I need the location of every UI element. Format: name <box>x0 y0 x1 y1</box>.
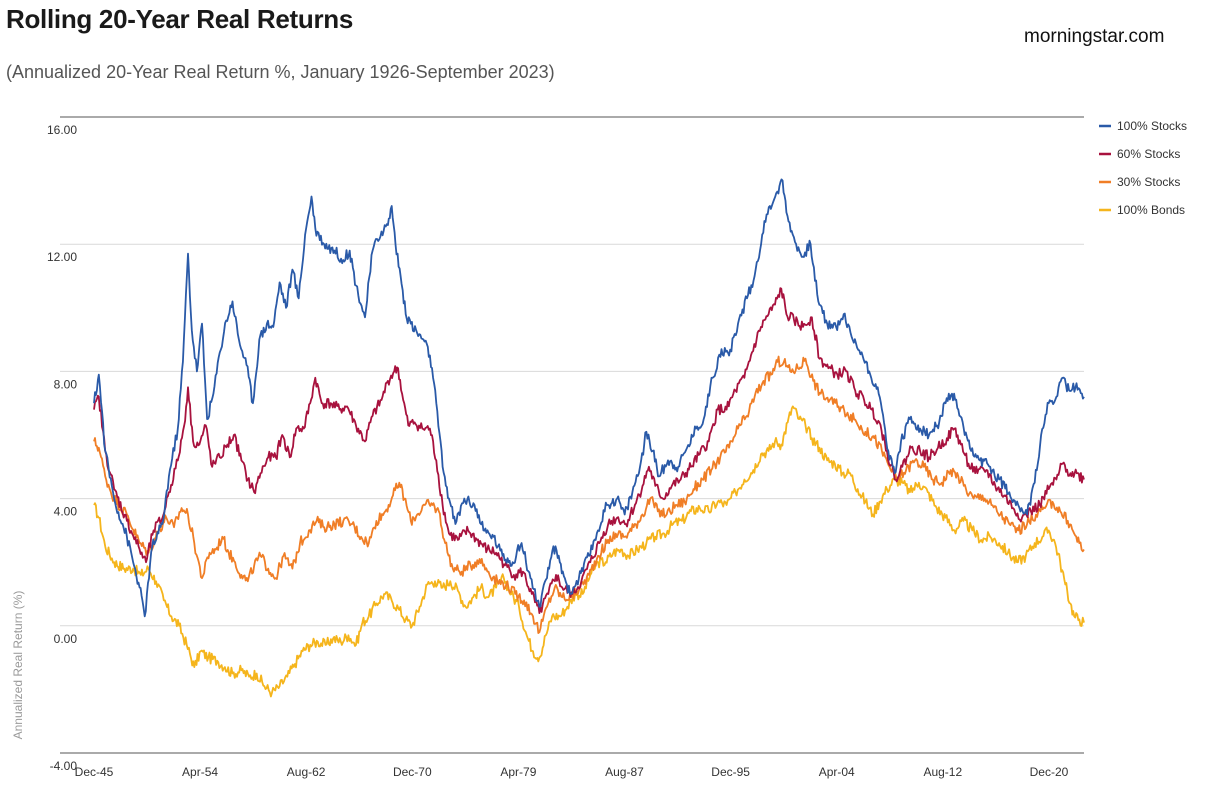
gridlines <box>60 116 1084 754</box>
x-tick-label: Aug-12 <box>923 765 962 779</box>
x-tick-label: Aug-62 <box>287 765 326 779</box>
y-tick-label: 16.00 <box>47 123 77 137</box>
x-axis-ticks: Dec-45 Apr-54 Aug-62 Dec-70 Apr-79 Aug-87 Dec-… <box>75 765 1069 779</box>
x-tick-label: Aug-87 <box>605 765 644 779</box>
series-line <box>93 178 1085 618</box>
x-tick-label: Dec-45 <box>75 765 114 779</box>
x-tick-label: Apr-04 <box>819 765 855 779</box>
brand-label: morningstar.com <box>1024 26 1165 47</box>
chart-subtitle: (Annualized 20-Year Real Return %, Janua… <box>6 62 555 82</box>
legend-label: 100% Bonds <box>1117 203 1185 217</box>
series-lines <box>93 178 1085 698</box>
y-tick-label: 4.00 <box>54 505 78 519</box>
x-tick-label: Dec-70 <box>393 765 432 779</box>
chart-title: Rolling 20-Year Real Returns <box>6 4 354 34</box>
legend-label: 100% Stocks <box>1117 119 1187 133</box>
series-line <box>93 405 1085 698</box>
series-line <box>93 287 1085 614</box>
y-tick-label: 8.00 <box>54 377 78 391</box>
y-tick-label: 0.00 <box>54 632 78 646</box>
y-axis-ticks: 16.00 12.00 8.00 4.00 0.00 -4.00 <box>47 123 77 773</box>
x-tick-label: Apr-79 <box>500 765 536 779</box>
x-tick-label: Dec-20 <box>1030 765 1069 779</box>
y-tick-label: 12.00 <box>47 250 77 264</box>
x-tick-label: Apr-54 <box>182 765 218 779</box>
legend-label: 30% Stocks <box>1117 175 1180 189</box>
x-tick-label: Dec-95 <box>711 765 750 779</box>
legend: 100% Stocks 60% Stocks 30% Stocks 100% Bond… <box>1099 119 1187 217</box>
y-tick-label: -4.00 <box>50 759 78 773</box>
series-line <box>93 355 1085 634</box>
y-axis-label: Annualized Real Return (%) <box>11 591 25 740</box>
legend-label: 60% Stocks <box>1117 147 1180 161</box>
